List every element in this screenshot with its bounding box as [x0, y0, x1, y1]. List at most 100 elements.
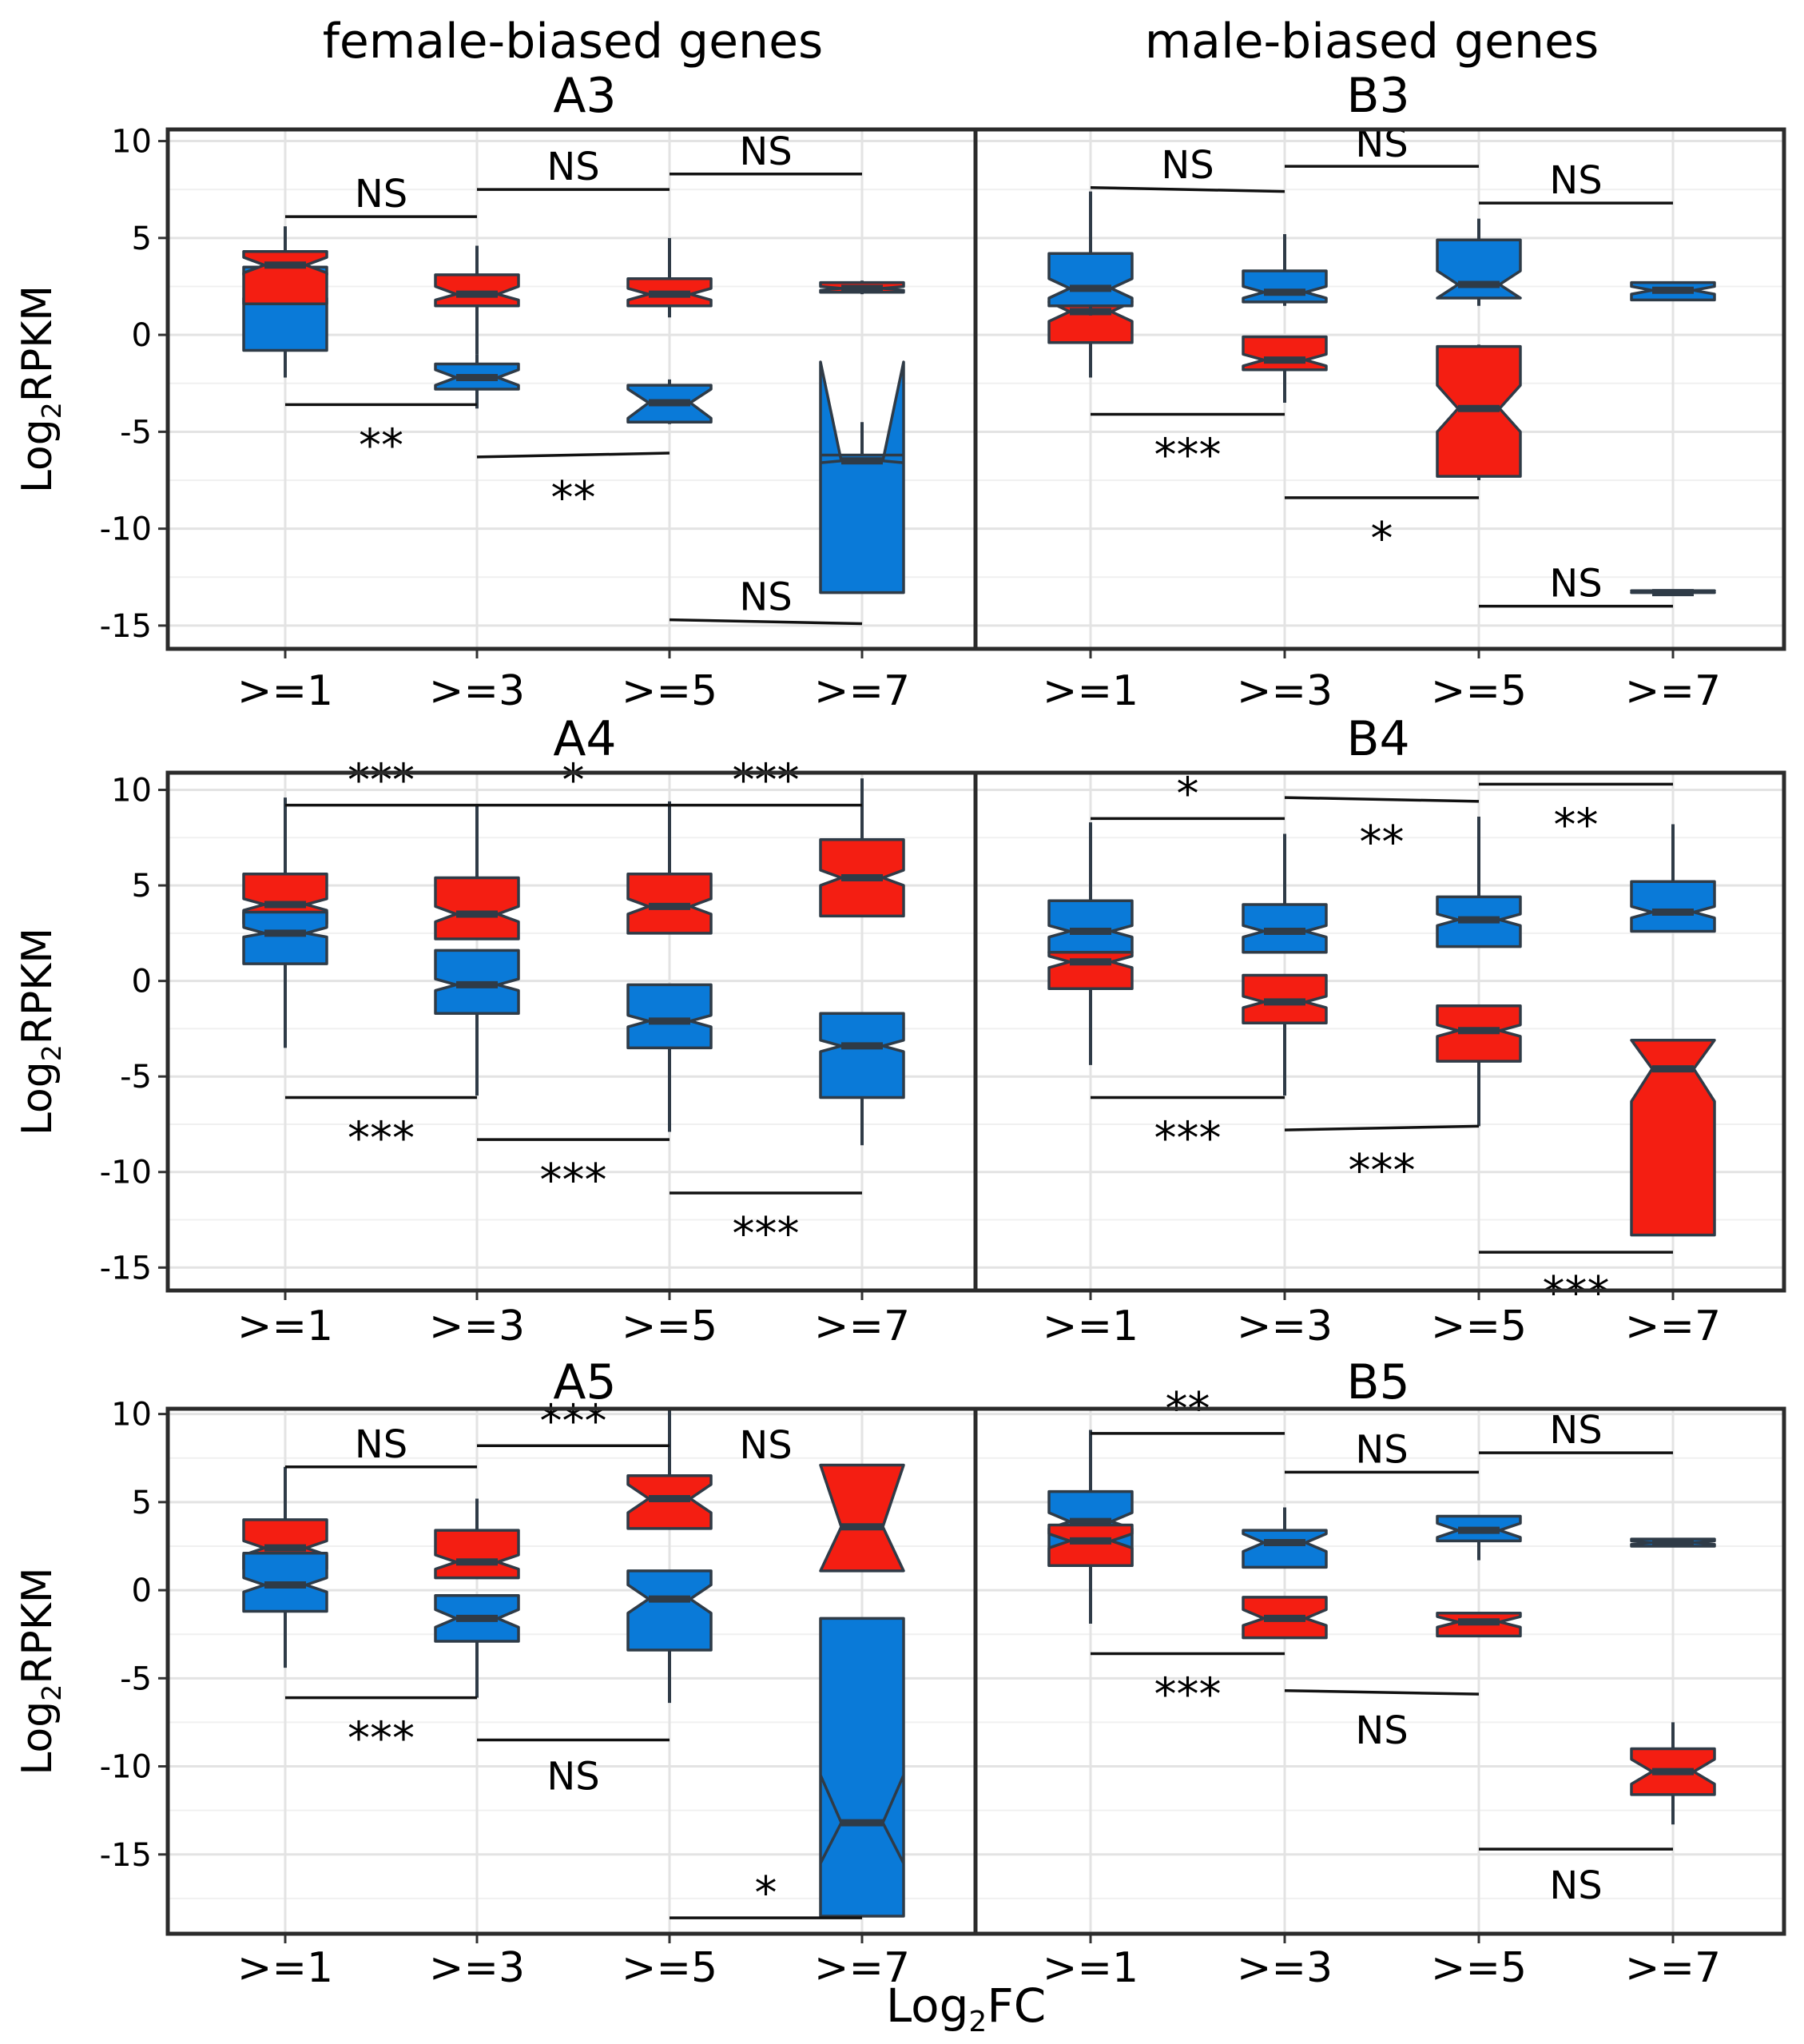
- box-body: [1242, 269, 1328, 304]
- x-tick-label: >=1: [1043, 667, 1138, 715]
- box-male->=3: [434, 354, 520, 409]
- y-tick-label: 10: [111, 1397, 152, 1434]
- significance-label: **: [359, 420, 403, 471]
- x-tick-label: >=3: [1237, 1944, 1333, 1992]
- x-tick-label: >=5: [1431, 1944, 1527, 1992]
- box-body: [242, 250, 328, 306]
- box-male->=5: [1436, 816, 1522, 948]
- box-body: [1630, 1039, 1716, 1237]
- panel-B4: B4>=1 >=3 >=5 >=7*** ***********: [976, 711, 1784, 1350]
- significance-label: NS: [355, 1422, 407, 1467]
- x-tick-label: >=3: [429, 1302, 525, 1350]
- y-tick-label: 0: [132, 317, 152, 354]
- x-tick-label: >=5: [1431, 1302, 1527, 1350]
- significance-label: ***: [733, 755, 800, 807]
- significance-label: ***: [1154, 1668, 1222, 1720]
- x-tick-label: >=7: [1625, 1944, 1721, 1992]
- comparison->=3->=5: ***: [477, 1138, 670, 1207]
- box-male->=1: [242, 1552, 328, 1668]
- comparison-line: [1090, 186, 1285, 193]
- comparison->=3->=5: **: [1284, 796, 1480, 869]
- y-tick-label: -15: [100, 608, 152, 645]
- chart-row-brain: Log2RPKM A3 10 5 0 -5 -10 -15 >=1 >=3 >=5 >=7 NS NS NS…: [14, 68, 1786, 715]
- box-male->=5: [1436, 218, 1522, 306]
- box-body: [1242, 335, 1328, 372]
- box-body: [1047, 252, 1134, 308]
- comparison->=3->=5: NS: [477, 1738, 670, 1799]
- y-tick-label: -5: [120, 1660, 152, 1697]
- panel-label: B3: [1346, 68, 1409, 124]
- comparison->=3->=5: **: [476, 451, 670, 524]
- comparison->=1->=3: ***: [1091, 412, 1285, 482]
- y-tick-label: -5: [120, 1059, 152, 1096]
- x-tick-label: >=1: [1043, 1302, 1138, 1350]
- box-body: [1047, 1523, 1134, 1567]
- comparison->=5->=7: **: [1479, 782, 1673, 851]
- box-body: [819, 1012, 905, 1100]
- x-tick-label: >=5: [1431, 667, 1527, 715]
- y-tick-label: 5: [132, 868, 152, 905]
- box-male->=3: [1242, 833, 1328, 954]
- y-tick-label: -15: [100, 1250, 152, 1286]
- x-tick-label: >=7: [814, 667, 910, 715]
- box-female->=7: [1630, 1039, 1716, 1237]
- significance-label: NS: [739, 1423, 792, 1468]
- y-axis-title-suffix: RPKM: [14, 1567, 62, 1684]
- comparison-line: [476, 451, 670, 459]
- y-tick-label: -5: [120, 414, 152, 451]
- comparison->=5->=7: NS: [1479, 562, 1673, 608]
- x-tick-label: >=3: [1237, 1302, 1333, 1350]
- y-tick-label: 0: [132, 1573, 152, 1609]
- box-female->=5: [1436, 1611, 1522, 1638]
- y-axis-title-subscript: 2: [36, 1684, 67, 1701]
- box-female->=7: [1630, 589, 1716, 597]
- comparison->=5->=7: ***: [670, 755, 862, 807]
- box-male->=5: [1436, 1514, 1522, 1561]
- significance-label: *: [1371, 513, 1393, 565]
- significance-label: ***: [348, 1112, 415, 1164]
- comparison->=1->=3: NS: [285, 172, 477, 218]
- panel-A5: A5 10 5 0 -5 -10 -15 >=1 >=3 >=5 >=7 NS *** NS *** NS *: [100, 1354, 976, 1992]
- box-male->=7: [819, 1617, 905, 1918]
- comparison->=5->=7: *: [670, 1867, 862, 1919]
- comparison->=3->=5: NS: [1285, 1427, 1479, 1474]
- significance-label: NS: [739, 129, 792, 174]
- column-title-female: female-biased genes: [323, 14, 824, 70]
- box-male->=5: [626, 1569, 713, 1704]
- comparison->=5->=7: NS: [1479, 1847, 1673, 1908]
- significance-label: **: [551, 472, 596, 524]
- box-female->=7: [819, 280, 905, 295]
- x-tick-label: >=3: [429, 667, 525, 715]
- y-axis-title-suffix: RPKM: [14, 285, 62, 402]
- column-title-male: male-biased genes: [1145, 14, 1599, 70]
- box-female->=5: [626, 237, 713, 318]
- panel-label: B5: [1346, 1354, 1409, 1410]
- x-tick-label: >=7: [814, 1302, 910, 1350]
- box-female->=3: [434, 1498, 520, 1580]
- x-axis-title: Log2FC: [886, 1978, 1046, 2038]
- comparison->=1->=3: ***: [285, 755, 477, 807]
- significance-label: **: [1554, 799, 1599, 851]
- box-female->=7: [819, 1463, 905, 1573]
- box-body: [819, 1617, 905, 1918]
- comparison->=5->=7: NS: [670, 129, 862, 176]
- x-tick-label: >=1: [237, 1302, 333, 1350]
- comparison-line: [1284, 1689, 1480, 1696]
- box-body: [1630, 880, 1716, 933]
- comparison-line: [1284, 796, 1480, 803]
- significance-label: **: [1360, 817, 1405, 869]
- box-female->=3: [434, 245, 520, 355]
- significance-label: NS: [546, 1754, 599, 1799]
- box-male->=7: [819, 1012, 905, 1146]
- box-female->=3: [1242, 335, 1328, 403]
- significance-label: ***: [733, 1208, 800, 1260]
- comparison->=3->=5: *: [1285, 496, 1479, 565]
- box-male->=7: [1630, 280, 1716, 302]
- box-female->=1: [242, 226, 328, 306]
- box-male->=7: [1630, 1537, 1716, 1548]
- comparison->=5->=7: ***: [670, 1191, 862, 1260]
- y-axis-title-main: Log: [14, 1701, 62, 1776]
